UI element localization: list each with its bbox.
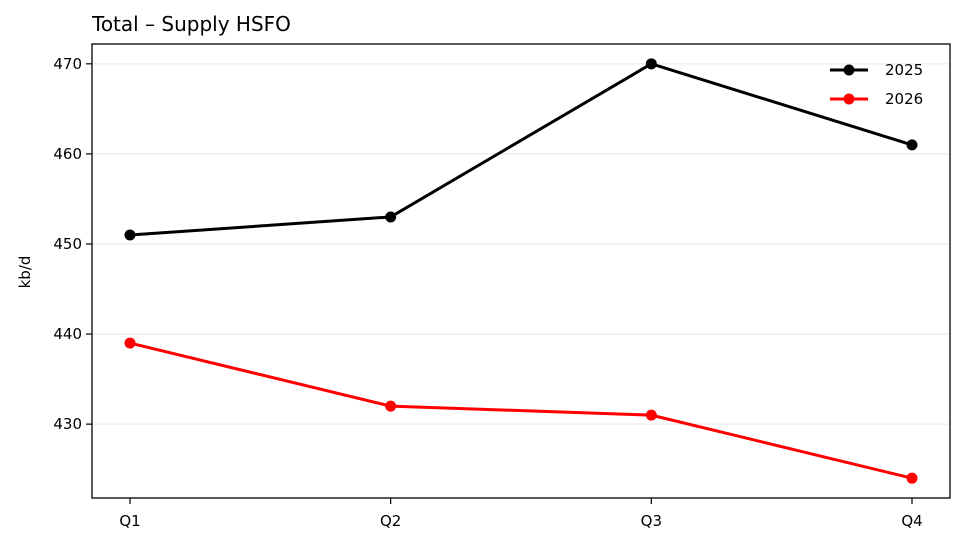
data-point-2026-Q1 bbox=[124, 337, 136, 349]
y-tick-label: 450 bbox=[53, 235, 82, 253]
data-point-2026-Q3 bbox=[645, 409, 657, 421]
y-tick-label: 470 bbox=[53, 55, 82, 73]
x-tick-label: Q2 bbox=[380, 512, 401, 530]
data-point-2025-Q3 bbox=[645, 58, 657, 70]
data-point-2025-Q2 bbox=[385, 211, 397, 223]
x-tick-label: Q4 bbox=[901, 512, 922, 530]
plot-area-frame bbox=[91, 43, 951, 499]
x-axis-ticks: Q1 Q2 Q3 Q4 bbox=[119, 498, 923, 530]
chart-title: Total – Supply HSFO bbox=[91, 12, 291, 36]
series-lines bbox=[124, 58, 918, 484]
series-line-2026 bbox=[129, 341, 913, 480]
y-axis-label: kb/d bbox=[16, 256, 34, 289]
legend-marker-2025 bbox=[843, 64, 855, 76]
y-tick-label: 440 bbox=[53, 325, 82, 343]
y-axis-ticks: 430 440 450 460 470 bbox=[53, 55, 92, 433]
legend-marker-2026 bbox=[843, 93, 855, 105]
y-tick-label: 460 bbox=[53, 145, 82, 163]
x-tick-label: Q3 bbox=[641, 512, 662, 530]
series-line-2025 bbox=[129, 62, 913, 237]
grid-lines bbox=[92, 63, 950, 425]
x-tick-label: Q1 bbox=[119, 512, 140, 530]
legend-label-2025: 2025 bbox=[885, 61, 923, 79]
data-point-2026-Q2 bbox=[385, 400, 397, 412]
legend-label-2026: 2026 bbox=[885, 90, 923, 108]
data-point-2025-Q4 bbox=[906, 139, 918, 151]
data-point-2026-Q4 bbox=[906, 472, 918, 484]
data-point-2025-Q1 bbox=[124, 229, 136, 241]
y-tick-label: 430 bbox=[53, 415, 82, 433]
legend: 2025 2026 bbox=[830, 61, 923, 108]
